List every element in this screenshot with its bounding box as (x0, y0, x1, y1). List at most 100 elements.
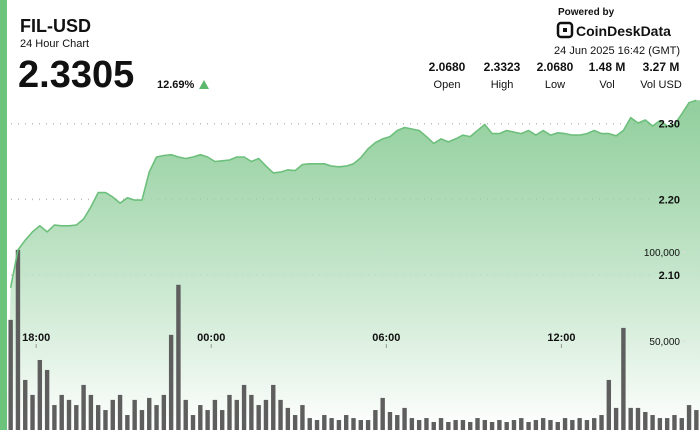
volume-bar (621, 327, 626, 430)
volume-bar (664, 418, 670, 430)
volume-bar (95, 405, 101, 430)
volume-bar (168, 334, 174, 430)
stat-label: Vol (599, 79, 614, 91)
volume-bar (88, 394, 94, 430)
volume-bar (30, 394, 35, 430)
volume-bar (497, 420, 502, 430)
volume-bar (52, 405, 57, 430)
y-tick-label: 2.10 (659, 270, 680, 282)
chart-title: FIL-USD (20, 16, 91, 36)
volume-bar (15, 249, 21, 430)
volume-bar (59, 394, 64, 430)
volume-bar (446, 421, 451, 430)
volume-bar (74, 405, 79, 430)
brand-name: CoinDeskData (576, 23, 671, 39)
price-line (9, 99, 697, 288)
brand-logo: CoinDeskData (556, 21, 671, 39)
volume-bar (314, 420, 320, 430)
volume-bar (256, 405, 261, 430)
volume-bar (592, 418, 597, 430)
volume-bar (599, 415, 604, 430)
volume-bar (110, 399, 115, 430)
volume-bar (555, 421, 560, 430)
volume-bar (37, 359, 43, 430)
volume-bar (322, 415, 327, 430)
volume-bar (205, 410, 210, 430)
volume-bar (540, 418, 546, 430)
volume-bar (548, 420, 553, 430)
volume-bar (562, 418, 568, 430)
volume-bar (387, 412, 393, 430)
volume-bar (489, 421, 495, 430)
volume-bar (285, 407, 291, 430)
volume-bar (657, 418, 663, 430)
volume-bar (380, 397, 385, 430)
volume-bar (103, 410, 108, 430)
volume-bar (125, 415, 130, 430)
y2-tick-label: 50,000 (649, 337, 680, 348)
volume-bar (570, 420, 575, 430)
accent-stripe (0, 0, 7, 430)
stat-label: High (491, 79, 514, 91)
volume-bar (365, 420, 371, 430)
volume-bar (511, 420, 517, 430)
volume-bar (577, 418, 582, 430)
volume-bar (176, 284, 181, 430)
volume-bar (234, 399, 239, 430)
volume-bar (23, 379, 28, 430)
stat-value: 3.27 M (643, 60, 680, 74)
stat-label: Low (545, 79, 565, 91)
y-tick-label: 2.30 (659, 119, 680, 131)
volume-bar (117, 394, 123, 430)
volume-bar (44, 369, 50, 430)
volume-bar (504, 421, 509, 430)
volume-bar (358, 420, 363, 430)
volume-bar (395, 415, 400, 430)
volume-bar (66, 399, 72, 430)
volume-bar (154, 405, 159, 430)
volume-bar (468, 421, 473, 430)
volume-bar (241, 384, 247, 430)
volume-bar (694, 410, 699, 430)
stat-value: 1.48 M (589, 60, 626, 74)
volume-bar (431, 421, 436, 430)
volume-bar (307, 418, 312, 430)
price-change: 12.69% (157, 79, 195, 91)
volume-bar (219, 410, 225, 430)
volume-bar (139, 410, 145, 430)
volume-bar (643, 412, 648, 430)
y2-tick-label: 100,000 (644, 248, 681, 259)
volume-bar (424, 418, 429, 430)
volume-bar (460, 420, 466, 430)
stat-label: Vol USD (640, 79, 682, 91)
volume-bar (351, 418, 356, 430)
volume-bar (533, 420, 539, 430)
x-tick-label: 12:00 (547, 332, 575, 344)
volume-bar (606, 379, 612, 430)
volume-bar (686, 405, 692, 430)
volume-bar (329, 418, 334, 430)
volume-bar (81, 384, 86, 430)
volume-bar (263, 399, 269, 430)
volume-bar (212, 399, 218, 430)
up-arrow (199, 80, 209, 89)
volume-bar (271, 384, 276, 430)
volume-bar (613, 407, 619, 430)
volume-bar (336, 420, 342, 430)
volume-bar (519, 418, 524, 430)
y-tick-label: 2.20 (659, 194, 680, 206)
volume-bar (227, 394, 232, 430)
area-fill (7, 100, 700, 430)
x-tick-label: 00:00 (197, 332, 225, 344)
plot-area (7, 99, 700, 430)
volume-bar (635, 407, 641, 430)
volume-bar (679, 418, 684, 430)
volume-bar (409, 418, 415, 430)
stat-value: 2.0680 (537, 60, 574, 74)
volume-bar (526, 421, 531, 430)
stat-value: 2.0680 (429, 60, 466, 74)
x-tick-label: 06:00 (372, 332, 400, 344)
volume-bar (183, 399, 188, 430)
